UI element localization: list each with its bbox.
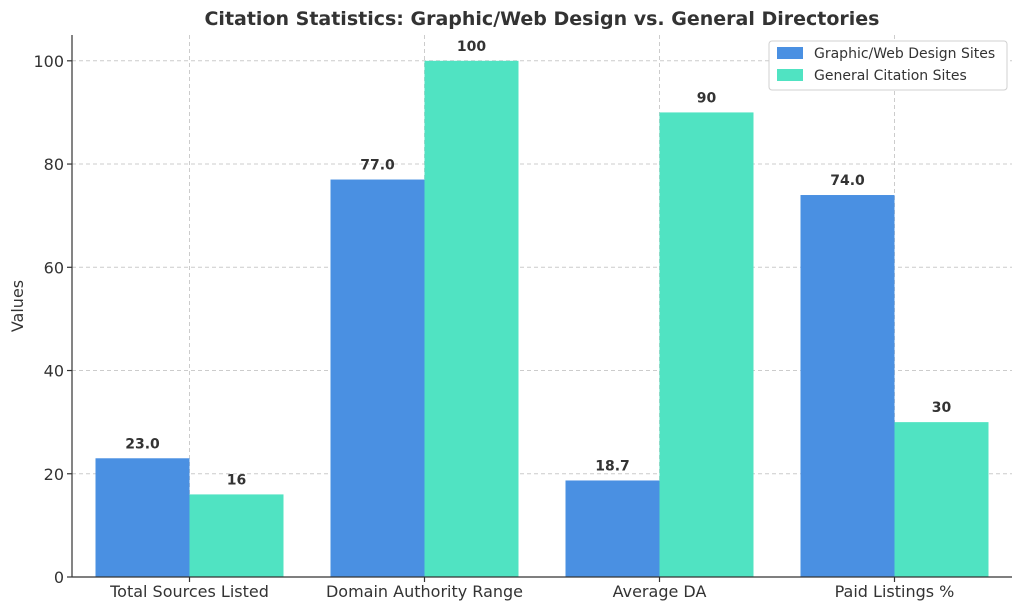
bar-graphic-web-design (95, 458, 190, 577)
bar-value-label: 100 (457, 39, 486, 55)
legend-swatch (777, 47, 803, 59)
tick-labels: 0 20 40 60 80 100 Total Sources Listed Domain A… (33, 52, 954, 601)
y-tick-label: 100 (33, 52, 64, 71)
legend-label: General Citation Sites (814, 68, 967, 84)
x-tick-label: Total Sources Listed (109, 582, 269, 601)
y-tick-label: 20 (44, 465, 64, 484)
data-labels: 23.0 77.0 18.7 74.0 16 100 90 30 (125, 39, 951, 489)
bar-value-label: 90 (697, 90, 717, 106)
bar-value-label: 23.0 (125, 436, 160, 452)
x-tick-label: Average DA (613, 582, 707, 601)
legend-box (768, 40, 1008, 91)
bar-value-label: 74.0 (830, 173, 865, 189)
axes (71, 35, 1012, 578)
y-tick-label: 0 (54, 568, 64, 587)
legend: Graphic/Web Design Sites General Citation… (768, 40, 1008, 91)
bar-graphic-web-design (330, 179, 425, 578)
bar-value-label: 30 (932, 400, 952, 416)
bar-graphic-web-design (565, 480, 660, 577)
bar-value-label: 16 (227, 472, 246, 488)
chart-title: Citation Statistics: Graphic/Web Design … (204, 8, 879, 30)
bar-general-citation (189, 494, 284, 577)
bar-general-citation (659, 112, 754, 577)
bars (95, 60, 989, 578)
bar-general-citation (894, 422, 989, 577)
legend-label: Graphic/Web Design Sites (814, 46, 995, 62)
y-tick-label: 60 (44, 258, 64, 277)
bar-general-citation (424, 60, 519, 578)
y-tick-label: 40 (44, 362, 64, 381)
bar-graphic-web-design (800, 195, 895, 577)
y-axis-label: Values (8, 280, 27, 332)
legend-swatch (777, 69, 803, 81)
x-tick-label: Domain Authority Range (326, 582, 523, 601)
bar-value-label: 18.7 (595, 458, 630, 474)
y-tick-label: 80 (44, 155, 64, 174)
bar-value-label: 77.0 (360, 158, 395, 174)
x-tick-label: Paid Listings % (835, 582, 955, 601)
